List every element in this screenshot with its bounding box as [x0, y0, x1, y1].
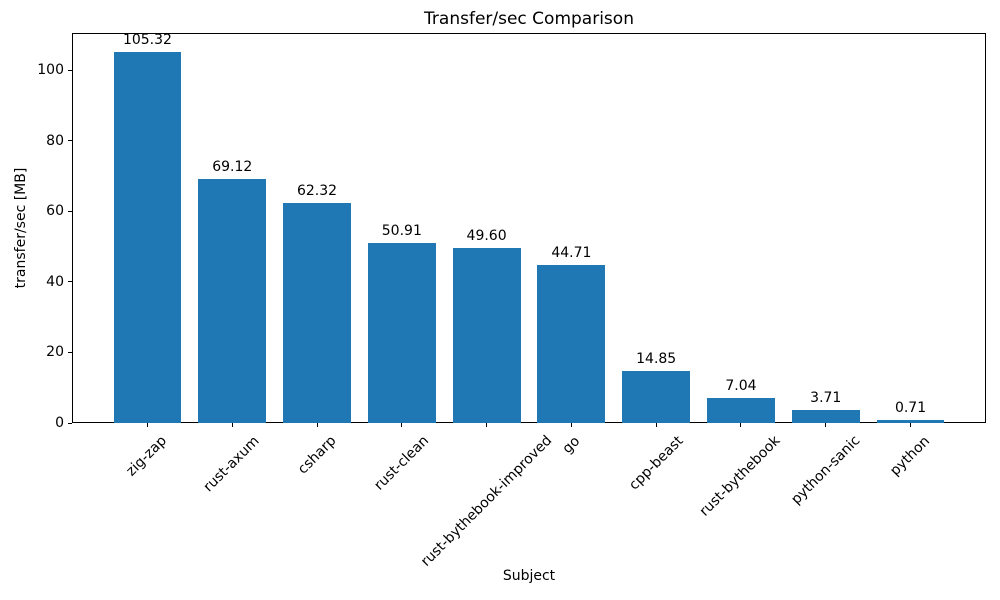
x-tick-label: rust-clean — [371, 432, 432, 494]
bar-rust-bythebook-improved — [452, 248, 521, 423]
y-tick-mark — [68, 422, 72, 424]
bar-value-label: 14.85 — [636, 350, 677, 367]
y-tick-label: 20 — [46, 344, 64, 361]
y-tick-label: 100 — [37, 62, 64, 79]
x-tick-label: python — [887, 432, 934, 479]
x-tick-label: rust-axum — [200, 433, 263, 496]
x-axis-label: Subject — [502, 568, 556, 584]
bar-go — [537, 265, 606, 423]
x-tick-label: csharp — [294, 432, 340, 478]
y-tick-mark — [68, 210, 72, 212]
bar-value-label: 105.32 — [122, 31, 172, 48]
y-tick-label: 40 — [46, 273, 64, 290]
y-tick-label: 0 — [55, 415, 64, 431]
x-tick-mark — [401, 423, 403, 427]
x-tick-mark — [825, 423, 827, 427]
bar-value-label: 49.60 — [466, 228, 507, 245]
bar-value-label: 7.04 — [725, 378, 757, 395]
bar-value-label: 62.32 — [296, 183, 338, 200]
bar-rust-axum — [198, 179, 267, 423]
x-tick-label: rust-bythebook — [697, 433, 784, 520]
bar-value-label: 69.12 — [212, 159, 253, 176]
y-tick-mark — [68, 69, 72, 71]
x-tick-mark — [570, 423, 572, 427]
x-tick-mark — [740, 423, 742, 427]
bar-value-label: 3.71 — [810, 389, 842, 406]
y-axis-label: transfer/sec [MB] — [13, 167, 29, 289]
bar-zig-zap — [113, 51, 182, 423]
bar-python-sanic — [791, 409, 860, 423]
x-tick-label: zig-zap — [123, 432, 171, 480]
x-tick-label: python-sanic — [787, 432, 864, 509]
bar-python — [876, 420, 945, 423]
bar-value-label: 50.91 — [381, 223, 422, 240]
bar-rust-clean — [367, 243, 436, 423]
x-tick-mark — [486, 423, 488, 427]
bar-csharp — [283, 203, 351, 423]
y-tick-label: 80 — [46, 132, 64, 149]
bar-rust-bythebook — [707, 398, 775, 423]
x-tick-mark — [655, 423, 657, 427]
y-tick-mark — [68, 140, 72, 142]
x-tick-mark — [316, 423, 318, 427]
x-tick-mark — [910, 423, 912, 427]
x-tick-label: go — [559, 432, 584, 457]
x-tick-mark — [231, 423, 233, 427]
bar-value-label: 0.71 — [894, 400, 927, 417]
x-tick-mark — [146, 423, 148, 427]
chart-title: Transfer/sec Comparison — [424, 9, 634, 29]
y-tick-label: 60 — [46, 203, 64, 220]
bar-value-label: 44.71 — [551, 245, 592, 262]
y-tick-mark — [68, 281, 72, 283]
y-tick-mark — [68, 351, 72, 353]
x-tick-label: cpp-beast — [625, 432, 687, 494]
x-tick-label: rust-bythebook-improved — [417, 432, 555, 571]
bar-cpp-beast — [622, 370, 691, 423]
